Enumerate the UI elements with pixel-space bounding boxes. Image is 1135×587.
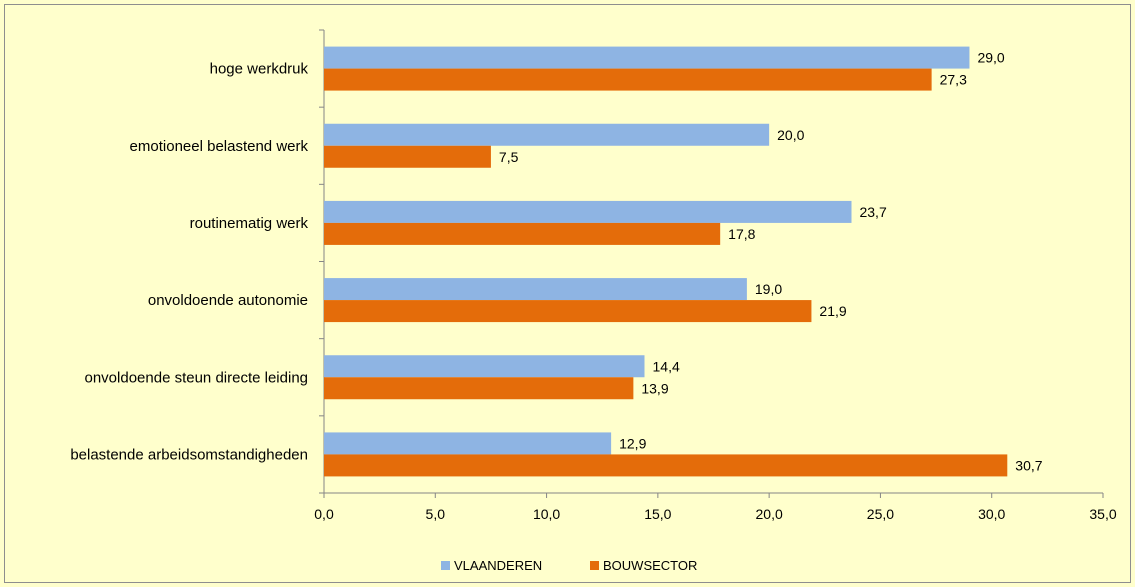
x-tick-label: 35,0 (1089, 506, 1116, 522)
bar-bouwsector (324, 454, 1008, 477)
bar-vlaanderen (324, 123, 770, 146)
data-label: 17,8 (728, 226, 755, 242)
x-tick-label: 25,0 (867, 506, 894, 522)
data-label: 13,9 (641, 380, 668, 396)
bar-bouwsector (324, 145, 491, 168)
x-tick-label: 0,0 (314, 506, 334, 522)
bar-vlaanderen (324, 432, 612, 455)
bar-bouwsector (324, 68, 932, 91)
legend-swatch (590, 561, 599, 570)
category-label: hoge werkdruk (210, 61, 309, 78)
bar-bouwsector (324, 222, 721, 245)
data-label: 27,3 (940, 72, 967, 88)
bar-bouwsector (324, 377, 634, 400)
bar-vlaanderen (324, 278, 747, 301)
data-label: 20,0 (777, 127, 804, 143)
bar-vlaanderen (324, 46, 970, 69)
category-label: onvoldoende steun directe leiding (85, 369, 309, 386)
data-label: 21,9 (819, 303, 846, 319)
x-tick-label: 5,0 (426, 506, 446, 522)
data-label: 12,9 (619, 435, 646, 451)
data-label: 29,0 (977, 50, 1004, 66)
data-label: 14,4 (653, 358, 680, 374)
category-label: belastende arbeidsomstandigheden (70, 446, 308, 463)
category-label: emotioneel belastend werk (130, 138, 309, 155)
bar-bouwsector (324, 300, 812, 323)
data-label: 30,7 (1015, 457, 1042, 473)
category-label: routinematig werk (190, 215, 309, 232)
bar-vlaanderen (324, 200, 852, 223)
x-tick-label: 15,0 (644, 506, 671, 522)
data-label: 7,5 (499, 149, 519, 165)
legend-label: VLAANDEREN (454, 558, 542, 573)
bar-vlaanderen (324, 355, 645, 378)
x-tick-label: 30,0 (978, 506, 1005, 522)
category-label: onvoldoende autonomie (148, 292, 308, 309)
data-label: 19,0 (755, 281, 782, 297)
x-tick-label: 10,0 (533, 506, 560, 522)
legend-label: BOUWSECTOR (603, 558, 697, 573)
x-tick-label: 20,0 (756, 506, 783, 522)
data-label: 23,7 (859, 204, 886, 220)
legend-swatch (441, 561, 450, 570)
